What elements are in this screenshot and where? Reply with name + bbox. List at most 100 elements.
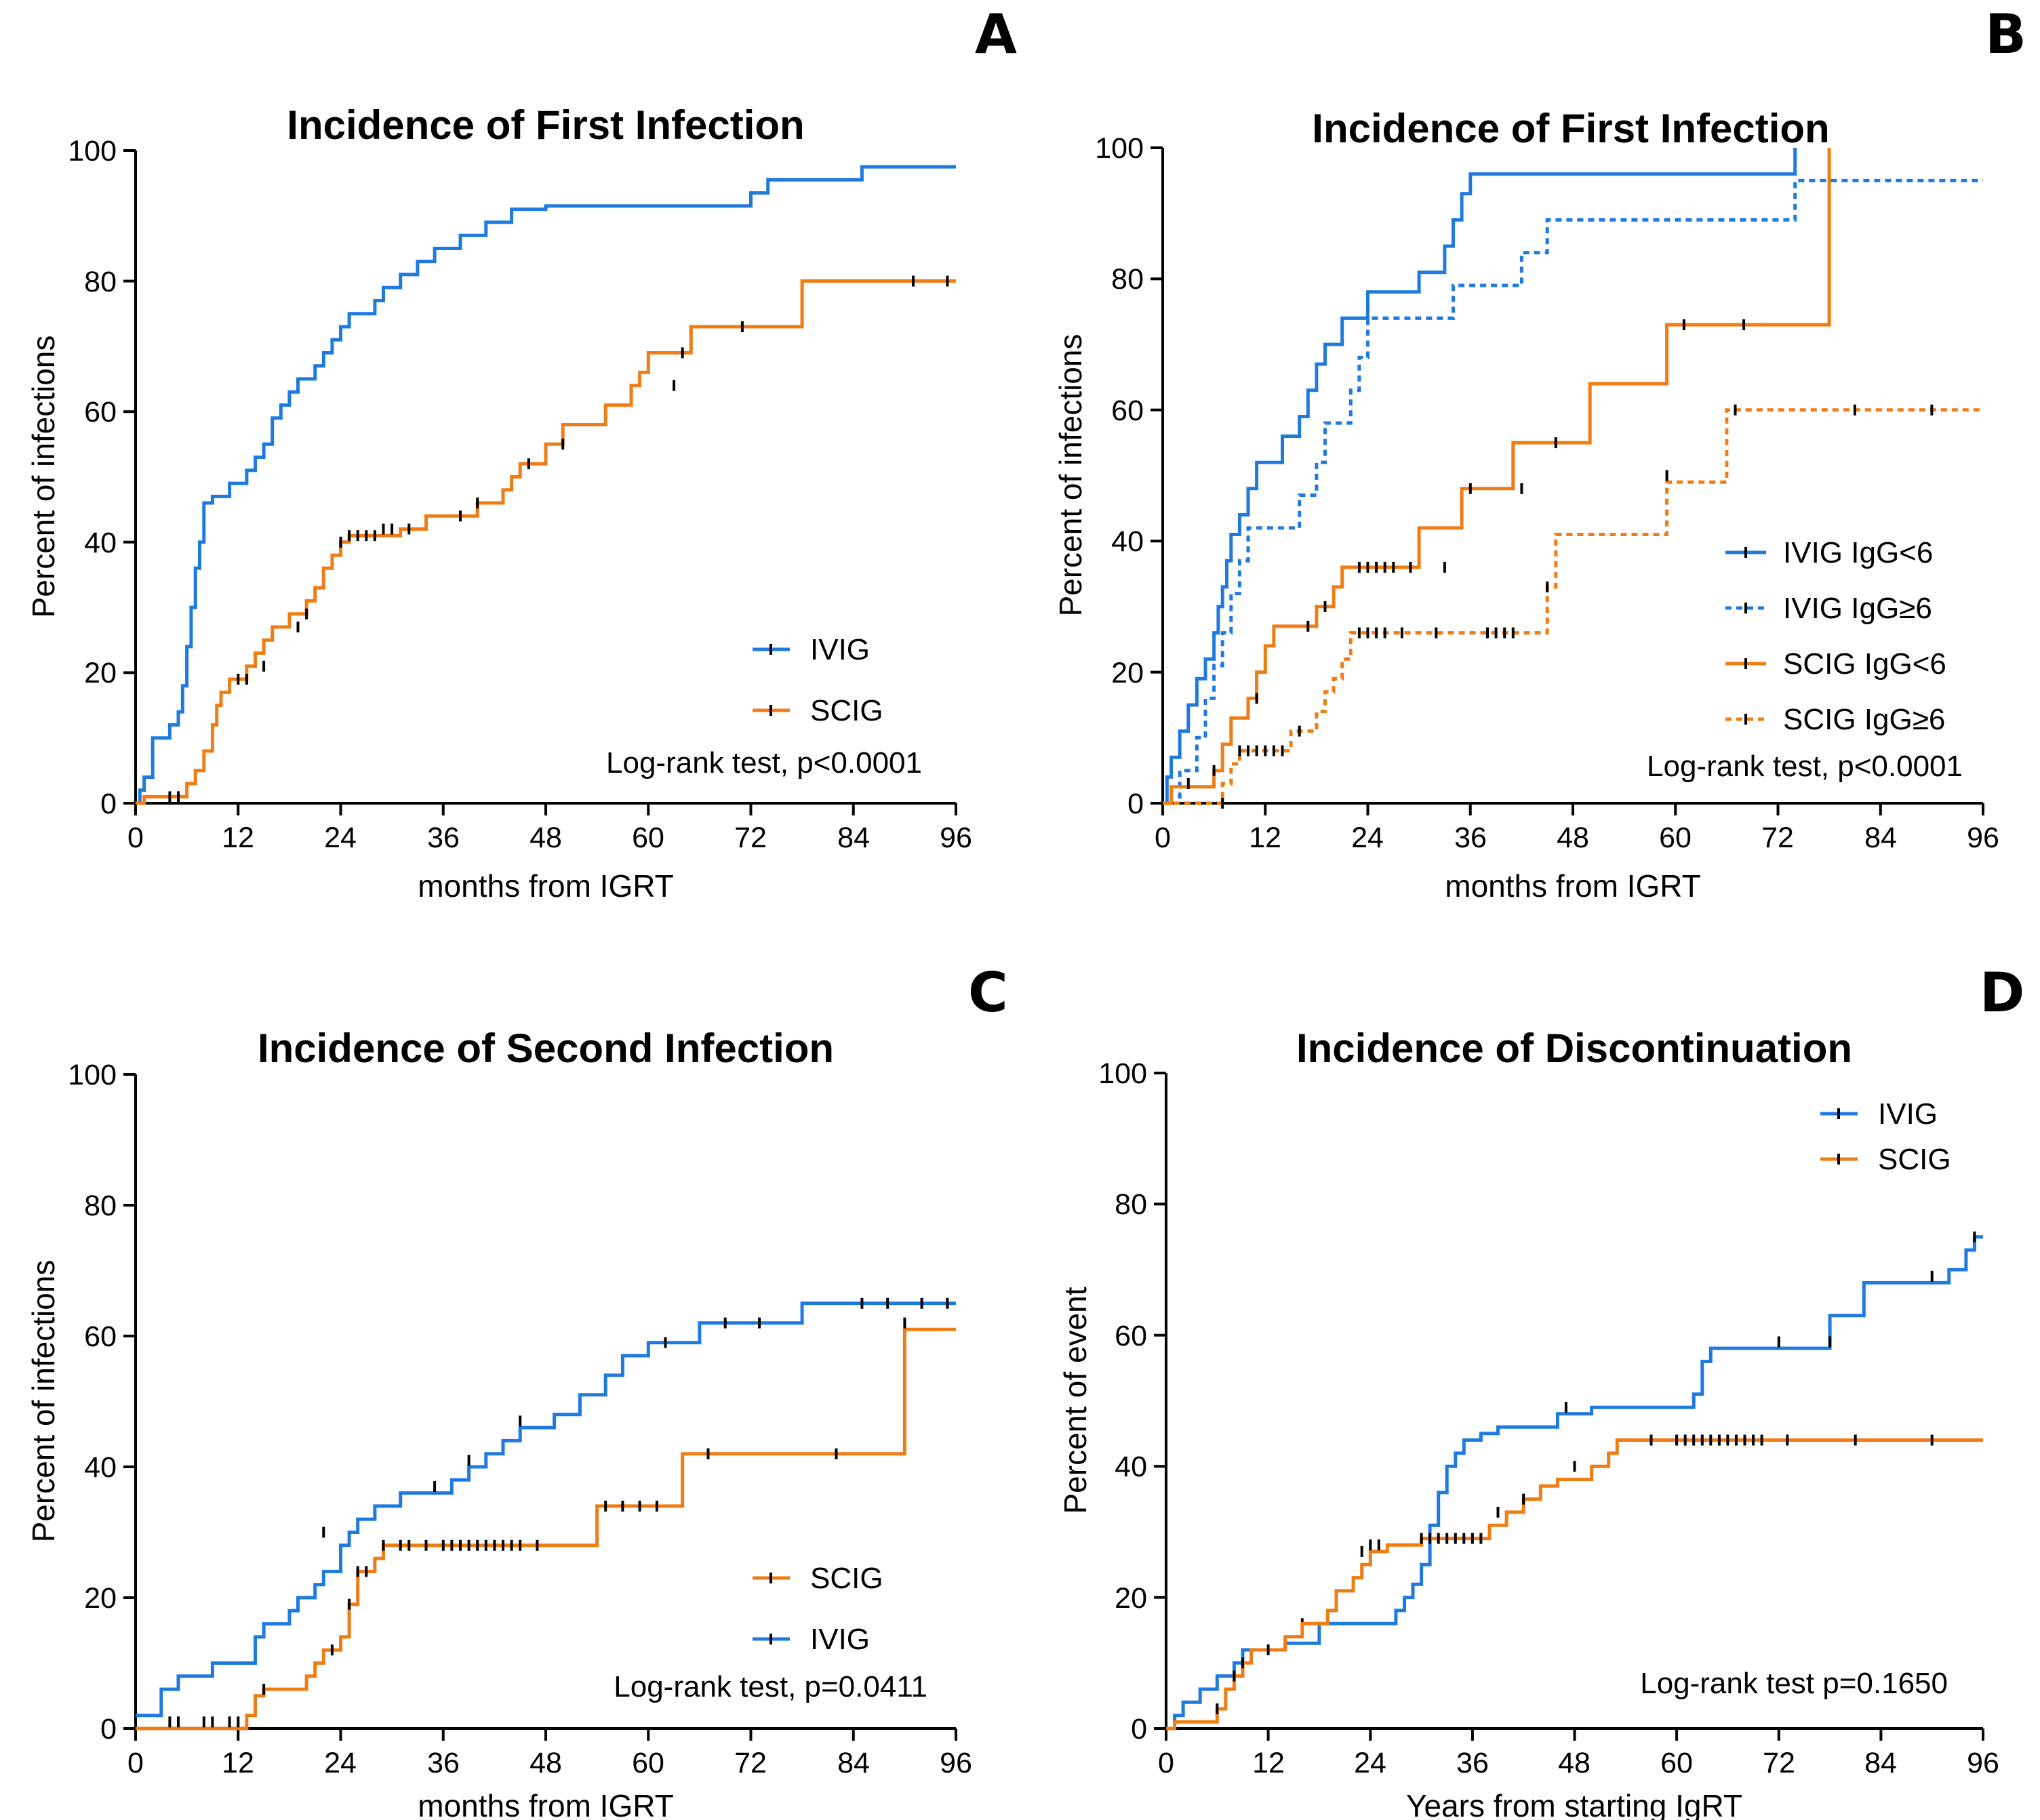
legend-item-scig: SCIG [753,694,883,727]
panel-d-x-ticks [1165,1728,1984,1741]
legend-label-scig-igg-ge6: SCIG IgG≥6 [1783,703,1945,736]
panel-c-y-tick-label: 20 [84,1582,117,1615]
panel-d-plot [1166,1231,1983,1731]
legend-item-scig: SCIG [1820,1143,1951,1176]
panel-c-log-rank-annotation: Log-rank test, p=0.0411 [614,1670,927,1703]
panel-b-x-ticks [1161,803,1984,815]
panel-c-x-tick-label: 72 [734,1747,767,1779]
panel-d-x-tick-label: 96 [1967,1747,1999,1779]
panel-b-y-tick-label: 20 [1111,657,1144,689]
panel-c-y-tick-label: 0 [100,1713,117,1745]
panel-b-y-ticks [1151,146,1163,805]
panel-d-y-tick-label: 40 [1115,1451,1147,1483]
panel-d-x-tick-label: 60 [1660,1747,1693,1779]
panel-d-y-axis-label: Percent of event [1058,1287,1093,1514]
panel-d-x-axis: 0 12 24 36 48 60 72 84 96 Years from sta… [1158,1727,1999,1820]
panel-a-y-axis: 0 20 40 60 80 100 Percent of infections [26,135,137,820]
panel-a-x-tick-label: 60 [632,822,664,854]
panel-d-y-tick-labels: 0 20 40 60 80 100 [1098,1057,1147,1745]
panel-b-log-rank-annotation: Log-rank test, p<0.0001 [1647,750,1963,783]
panel-c: C Incidence of Second Infection 0 20 40 … [26,961,1008,1820]
panel-b-y-tick-label: 100 [1095,132,1144,165]
panel-letter-c: C [968,961,1008,1024]
legend-label-ivig: IVIG [810,1623,870,1656]
legend-label-scig: SCIG [1878,1143,1951,1176]
panel-c-x-tick-label: 48 [529,1747,562,1779]
legend-item-ivig-igg-ge6: IVIG IgG≥6 [1725,592,1932,625]
panel-d-x-tick-label: 12 [1252,1747,1285,1779]
legend-label-ivig: IVIG [810,633,870,666]
panel-a-y-tick-label: 80 [84,266,117,298]
legend-item-ivig-igg-lt6: IVIG IgG<6 [1725,536,1933,569]
panel-a-y-tick-label: 20 [84,657,117,689]
panel-d-x-tick-label: 0 [1158,1747,1174,1779]
panel-a-x-ticks [134,803,957,815]
legend-item-ivig: IVIG [753,1623,870,1656]
legend-item-scig-igg-ge6: SCIG IgG≥6 [1725,703,1945,736]
panel-a-y-tick-label: 100 [68,135,117,167]
panel-b-plot [1163,148,1983,809]
panel-letter-a: A [975,3,1017,66]
panel-b-y-axis-label: Percent of infections [1053,334,1088,617]
panel-c-title: Incidence of Second Infection [258,1026,834,1071]
legend-item-ivig: IVIG [753,633,870,666]
panel-d-y-tick-label: 80 [1115,1188,1147,1221]
legend-item-scig: SCIG [753,1562,883,1595]
panel-c-plot [136,1297,956,1731]
panel-a-series-line-scig [136,279,956,805]
panel-a-x-tick-label: 36 [427,822,460,854]
panel-b-y-tick-label: 40 [1111,525,1144,558]
panel-a-legend: IVIG SCIG [753,633,883,727]
panel-b-x-axis-label: months from IGRT [1445,868,1700,904]
panel-c-x-tick-label: 24 [324,1747,357,1779]
panel-a-x-tick-label: 84 [837,822,870,854]
panel-b: B Incidence of First Infection 0 20 40 6… [1053,3,2026,904]
panel-d-series-line-ivig [1166,1235,1983,1731]
panel-d-x-tick-labels: 0 12 24 36 48 60 72 84 96 [1158,1747,1999,1779]
panel-b-x-tick-labels: 0 12 24 36 48 60 72 84 96 [1155,822,1999,854]
panel-c-legend: SCIG IVIG [753,1562,883,1656]
panel-d-x-tick-label: 72 [1763,1747,1795,1779]
panel-b-y-tick-labels: 0 20 40 60 80 100 [1095,132,1144,820]
legend-label-scig-igg-lt6: SCIG IgG<6 [1783,647,1946,681]
panel-d-y-axis: 0 20 40 60 80 100 Percent of event [1058,1057,1167,1745]
panel-c-x-ticks [134,1728,957,1741]
panel-c-y-tick-label: 40 [84,1451,117,1484]
panel-d-log-rank-annotation: Log-rank test p=0.1650 [1640,1667,1948,1700]
panel-c-series-line-ivig [136,1301,956,1718]
panel-a-x-tick-label: 0 [127,822,144,854]
panel-a-y-axis-label: Percent of infections [26,336,61,618]
panel-c-x-tick-label: 96 [940,1747,972,1779]
panel-b-series-line-scig-igg-lt-6 [1163,148,1831,805]
panel-b-x-tick-label: 0 [1155,822,1171,854]
panel-c-y-tick-label: 100 [68,1059,117,1091]
panel-a-y-tick-labels: 0 20 40 60 80 100 [68,135,117,820]
panel-b-x-tick-label: 24 [1351,822,1384,854]
legend-item-ivig: IVIG [1820,1097,1938,1131]
panel-b-x-tick-label: 84 [1864,822,1897,854]
panel-c-y-tick-label: 80 [84,1190,117,1222]
panel-b-x-axis: 0 12 24 36 48 60 72 84 96 months from IG… [1155,802,1999,904]
panel-c-x-tick-labels: 0 12 24 36 48 60 72 84 96 [127,1747,972,1779]
panel-d-x-tick-label: 24 [1354,1747,1386,1779]
panel-c-y-ticks [123,1073,136,1730]
panel-letter-d: D [1980,961,2024,1024]
panel-a-y-tick-label: 40 [84,527,117,559]
panel-d-x-tick-label: 48 [1558,1747,1591,1779]
panel-d-y-tick-label: 0 [1131,1713,1147,1745]
panel-a-x-tick-label: 72 [734,822,767,854]
panel-c-y-axis-label: Percent of infections [26,1260,61,1543]
panel-b-y-tick-label: 0 [1127,788,1144,820]
panel-a-plot [136,165,956,805]
panel-b-y-tick-label: 80 [1111,263,1144,296]
panel-letter-b: B [1985,3,2026,66]
panel-a-series-line-ivig [136,165,956,805]
panel-b-x-tick-label: 36 [1454,822,1487,854]
panel-a-x-tick-label: 24 [324,822,357,854]
panel-a-x-axis-label: months from IGRT [418,868,673,904]
panel-c-y-axis: 0 20 40 60 80 100 Percent of infections [26,1059,137,1745]
panel-c-y-tick-labels: 0 20 40 60 80 100 [68,1059,117,1745]
panel-a-x-tick-label: 96 [940,822,972,854]
panel-c-x-tick-label: 60 [632,1747,664,1779]
